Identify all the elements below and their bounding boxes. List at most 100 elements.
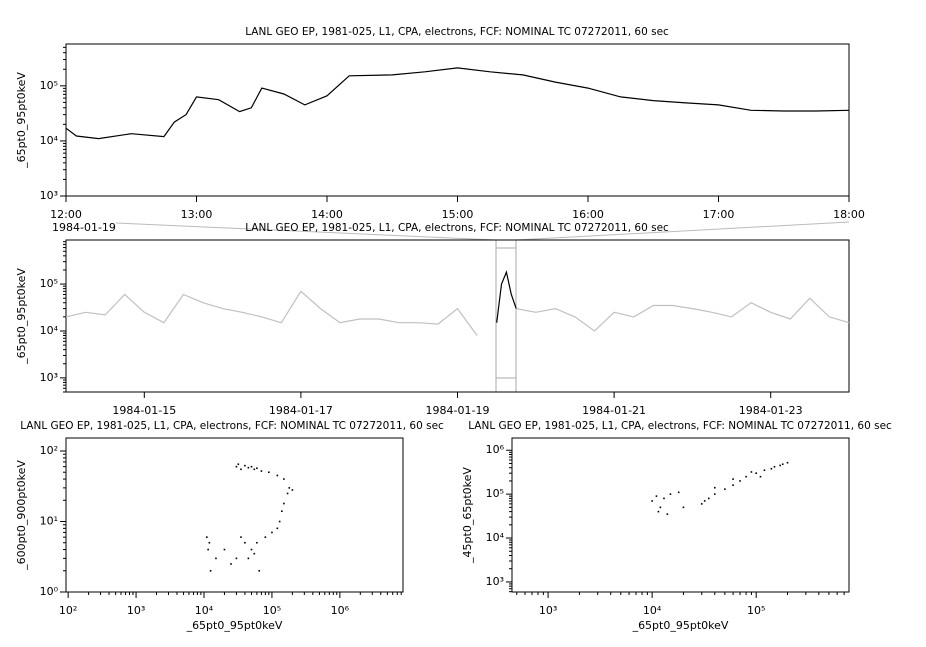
data-point [724, 488, 726, 490]
x-tick-label: 10⁵ [747, 604, 765, 617]
y-tick-label: 10⁰ [40, 585, 59, 598]
x-tick-label: 10⁴ [195, 604, 214, 617]
data-point [700, 503, 703, 505]
y-tick-label: 10⁵ [486, 487, 504, 500]
data-point [209, 569, 212, 572]
data-point [276, 527, 279, 530]
data-point [244, 464, 246, 467]
data-point [786, 461, 789, 464]
data-point [707, 497, 710, 500]
data-point [250, 465, 253, 468]
chart-title: LANL GEO EP, 1981-025, L1, CPA, electron… [468, 420, 892, 432]
data-point [253, 468, 256, 471]
y-tick-label: 10⁴ [40, 134, 59, 147]
data-point [713, 493, 716, 495]
data-point [256, 467, 258, 470]
x-tick-label: 10⁴ [643, 604, 662, 617]
data-point [739, 480, 741, 482]
y-axis-label: _65pt0_95pt0keV [15, 268, 28, 365]
chart-title: LANL GEO EP, 1981-025, L1, CPA, electron… [245, 26, 669, 38]
data-point [250, 548, 253, 551]
x-tick-label: 1984-01-19 [426, 404, 490, 417]
data-point [244, 541, 246, 544]
data-point [651, 500, 653, 502]
data-point [264, 536, 267, 538]
data-point [278, 520, 281, 523]
data-point [253, 552, 256, 555]
x-axis-label: _65pt0_95pt0keV [632, 619, 729, 632]
data-point [669, 493, 672, 495]
data-point [256, 541, 258, 544]
date-label: 1984-01-19 [52, 221, 116, 234]
data-point [215, 557, 217, 560]
data-point [663, 497, 665, 500]
x-tick-label: 10³ [127, 604, 145, 617]
y-axis-label: _65pt0_95pt0keV [15, 72, 28, 169]
y-tick-label: 10³ [40, 371, 58, 384]
y-tick-label: 10³ [40, 189, 58, 202]
y-axis-label: _600pt0_900pt0keV [15, 460, 28, 571]
data-point [288, 487, 291, 489]
y-tick-label: 10⁵ [40, 79, 58, 92]
data-point [240, 536, 242, 538]
data-point [206, 536, 208, 538]
data-point [773, 465, 776, 468]
data-point [732, 478, 734, 480]
data-point [657, 510, 660, 513]
x-tick-label: 10³ [539, 604, 557, 617]
plot-frame [65, 437, 404, 593]
y-tick-label: 10⁴ [40, 324, 59, 337]
data-point [745, 475, 747, 478]
data-point [677, 491, 680, 494]
plot-frame [511, 437, 850, 593]
data-point [208, 541, 211, 544]
data-point [750, 471, 753, 473]
chart-title: LANL GEO EP, 1981-025, L1, CPA, electron… [20, 420, 444, 432]
data-point [247, 557, 250, 560]
y-axis-label: _45pt0_65pt0keV [461, 467, 474, 564]
y-tick-label: 10² [40, 444, 58, 457]
x-tick-label: 1984-01-17 [269, 404, 333, 417]
data-point [268, 471, 270, 474]
data-point [283, 502, 285, 505]
data-point [235, 557, 238, 560]
x-tick-label: 10⁵ [263, 604, 281, 617]
x-tick-label: 18:00 [833, 208, 865, 221]
data-point [713, 486, 716, 489]
y-tick-label: 10⁶ [486, 443, 505, 456]
x-tick-label: 15:00 [442, 208, 474, 221]
data-line [65, 290, 850, 336]
data-line [496, 270, 517, 323]
y-tick-label: 10¹ [40, 515, 58, 528]
x-tick-label: 13:00 [181, 208, 213, 221]
zoom-connector [515, 221, 850, 241]
data-point [759, 475, 762, 478]
data-point [291, 489, 294, 491]
data-point [247, 466, 250, 469]
data-point [781, 463, 784, 466]
x-tick-label: 1984-01-23 [739, 404, 803, 417]
chart-title: LANL GEO EP, 1981-025, L1, CPA, electron… [245, 222, 669, 234]
data-line [65, 67, 850, 140]
x-tick-label: 17:00 [703, 208, 735, 221]
x-tick-label: 16:00 [572, 208, 604, 221]
data-point [207, 548, 209, 551]
data-point [258, 569, 261, 572]
data-point [283, 478, 285, 480]
data-point [286, 492, 289, 495]
data-point [237, 463, 240, 466]
data-point [755, 472, 757, 474]
data-point [281, 510, 283, 513]
data-point [235, 465, 238, 468]
zoom-connector [115, 222, 497, 241]
x-tick-label: 1984-01-21 [582, 404, 646, 417]
data-point [763, 469, 766, 472]
data-point [666, 513, 669, 515]
x-tick-label: 14:00 [311, 208, 343, 221]
y-tick-label: 10⁴ [486, 531, 505, 544]
data-point [732, 484, 734, 486]
x-axis-label: _65pt0_95pt0keV [186, 619, 283, 632]
data-point [260, 470, 263, 472]
